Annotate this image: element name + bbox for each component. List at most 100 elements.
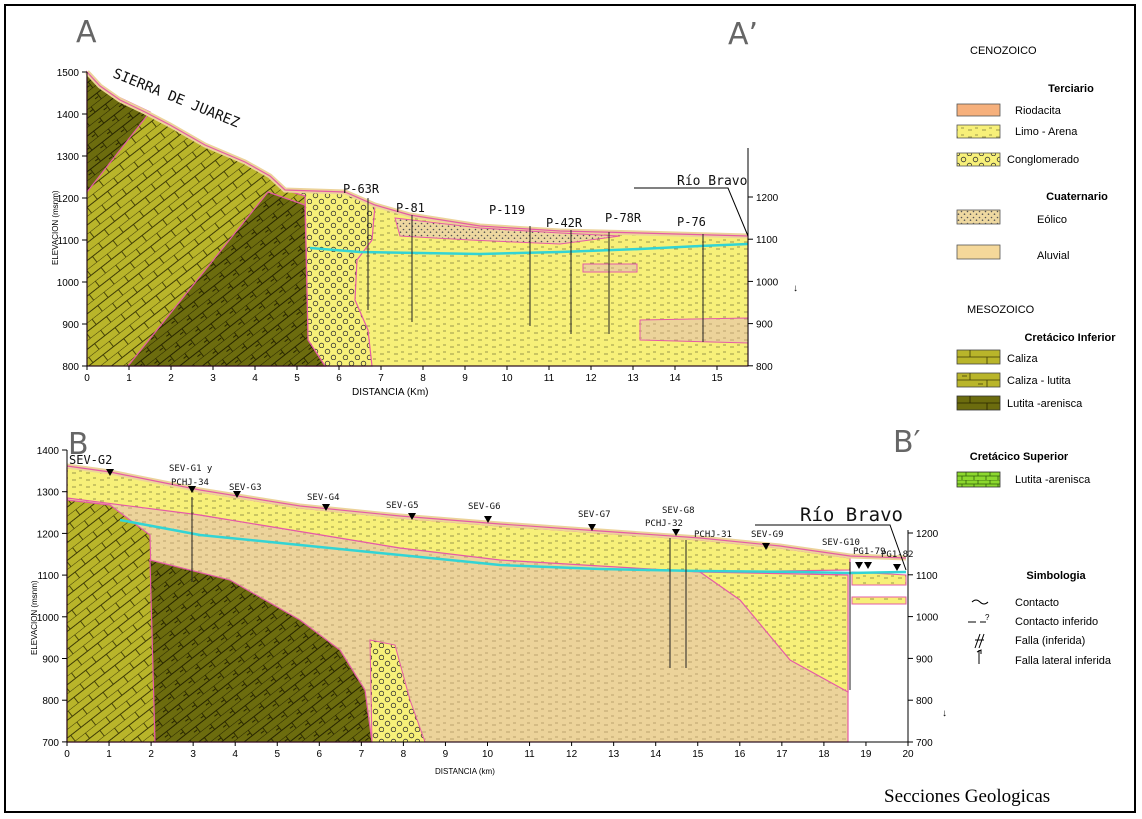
well-label-pg1-82: PG1-82 — [881, 550, 914, 560]
legend-caliza-bricks — [957, 350, 1000, 364]
well-marker-icon — [106, 469, 114, 476]
b-x-tick-label: 2 — [148, 749, 154, 760]
b-x-tick-label: 11 — [524, 749, 535, 760]
legend-label-conglomerado: Conglomerado — [1007, 154, 1079, 166]
a-y-left-tick-label: 900 — [62, 320, 79, 331]
b-x-tick-label: 0 — [64, 749, 70, 760]
a-x-tick-label: 11 — [544, 373, 555, 384]
legend-caliza-lutita-bricks — [957, 373, 1000, 387]
y-axis-left-a: 1500 1400 1300 1200 1100 1000 900 800 — [57, 68, 87, 373]
a-x-tick-label: 9 — [462, 373, 468, 384]
b-x-tick-label: 10 — [482, 749, 494, 760]
contacto-symbol — [971, 599, 989, 605]
well-marker-icon — [233, 491, 241, 498]
legend: CENOZOICO Terciario Riodacita Limo - Are… — [956, 45, 1116, 667]
b-x-tick-label: 3 — [190, 749, 196, 760]
b-x-tick-label: 5 — [274, 749, 280, 760]
legend-era-mesozoic: MESOZOICO — [967, 304, 1035, 316]
b-x-tick-label: 1 — [106, 749, 112, 760]
well-label-p63r: P-63R — [343, 182, 380, 196]
well-label-pg1-79: PG1-79 — [853, 547, 886, 557]
legend-swatch-aluvial — [956, 244, 1001, 260]
legend-terciario-heading: Terciario — [1048, 83, 1094, 95]
b-y-left-tick-label: 1200 — [37, 529, 60, 540]
legend-swatch-eolico — [956, 209, 1001, 225]
b-x-tick-label: 8 — [401, 749, 407, 760]
legend-label-aluvial: Aluvial — [1037, 250, 1069, 262]
a-x-tick-label: 8 — [420, 373, 426, 384]
well-label-sev-g9: SEV-G9 — [751, 530, 784, 540]
conglomerado-unit-b — [369, 639, 426, 743]
well-marker-icon — [484, 516, 492, 523]
well-label-pchj-32: PCHJ-32 — [645, 519, 683, 529]
a-x-tick-label: 12 — [585, 373, 597, 384]
well-label-sev-g4: SEV-G4 — [307, 493, 340, 503]
x-axis-title-b: DISTANCIA (km) — [435, 767, 495, 776]
section-b-end-label: B′ — [893, 425, 921, 460]
a-y-right-tick-label: 1000 — [756, 277, 779, 288]
well-label-p119: P-119 — [489, 203, 525, 217]
a-y-right-tick-label: 1100 — [756, 235, 778, 246]
b-y-right-tick-label: 700 — [916, 738, 933, 749]
limo-arena-right-b — [851, 571, 907, 586]
a-y-left-tick-label: 800 — [62, 362, 79, 373]
a-x-tick-label: 0 — [84, 373, 90, 384]
a-y-right-tick-label: 900 — [756, 320, 773, 331]
well-label-p76: P-76 — [677, 215, 706, 229]
a-x-tick-label: 13 — [627, 373, 639, 384]
a-x-tick-label: 10 — [501, 373, 513, 384]
well-label-sev-g3: SEV-G3 — [229, 483, 262, 493]
well-label-sev-g5: SEV-G5 — [386, 501, 419, 511]
b-y-left-tick-label: 1000 — [37, 613, 60, 624]
well-label-sev-g1: SEV-G1 y — [169, 464, 213, 474]
legend-cretacico-superior-heading: Cretácico Superior — [970, 451, 1069, 463]
a-y-left-tick-label: 1200 — [57, 194, 80, 205]
well-marker-icon — [762, 543, 770, 550]
a-x-tick-label: 6 — [336, 373, 342, 384]
axes-a — [86, 72, 749, 367]
y-axis-title-b: ELEVACION (msnm) — [30, 580, 39, 655]
legend-simbologia-heading: Simbologia — [1026, 570, 1086, 582]
well-markers-b — [106, 469, 901, 571]
surface-contact-a — [86, 71, 749, 237]
a-y-right-tick-label: 800 — [756, 362, 773, 373]
well-label-p81: P-81 — [396, 201, 425, 215]
well-marker-icon — [855, 562, 863, 569]
legend-label-falla: Falla (inferida) — [1015, 635, 1085, 647]
b-y-right-tick-label: 1000 — [916, 613, 939, 624]
surface-contact-b — [66, 465, 907, 559]
x-axis-title-a: DISTANCIA (Km) — [352, 387, 428, 398]
well-label-sev-g10: SEV-G10 — [822, 538, 860, 548]
well-label-pchj-34: PCHJ-34 — [171, 478, 209, 488]
b-y-left-tick-label: 1100 — [37, 571, 59, 582]
legend-label-eolico: Eólico — [1037, 214, 1067, 226]
section-b-start-label: B — [68, 427, 89, 462]
water-table-b — [119, 518, 907, 575]
legend-swatch-conglomerado — [956, 152, 1001, 167]
rio-bravo-leader-b — [755, 524, 907, 571]
a-x-tick-label: 2 — [168, 373, 174, 384]
b-x-tick-label: 17 — [776, 749, 788, 760]
well-marker-icon — [408, 513, 416, 520]
limo-arena-right-b2 — [851, 596, 907, 605]
limo-arena-wedge-b — [698, 571, 849, 694]
tan-lens-a2 — [639, 317, 749, 344]
well-label-p78r: P-78R — [605, 211, 642, 225]
rio-bravo-label-a: Río Bravo — [677, 174, 747, 189]
legend-swatch-riodacita — [956, 103, 1001, 117]
b-y-left-tick-label: 1300 — [37, 488, 60, 499]
legend-lutita-bricks — [957, 396, 1000, 410]
well-marker-icon — [672, 529, 680, 536]
legend-swatch-limo-arena — [956, 124, 1001, 139]
b-x-tick-label: 6 — [317, 749, 323, 760]
b-x-tick-label: 9 — [443, 749, 449, 760]
b-x-tick-label: 12 — [566, 749, 578, 760]
b-y-right-tick-label: 800 — [916, 696, 933, 707]
a-x-tick-label: 15 — [711, 373, 723, 384]
legend-label-falla-lateral: Falla lateral inferida — [1015, 655, 1112, 667]
legend-label-lutita-arenisca-sup: Lutita -arenisca — [1015, 474, 1091, 486]
a-x-tick-label: 5 — [294, 373, 300, 384]
wells-b — [191, 497, 851, 690]
